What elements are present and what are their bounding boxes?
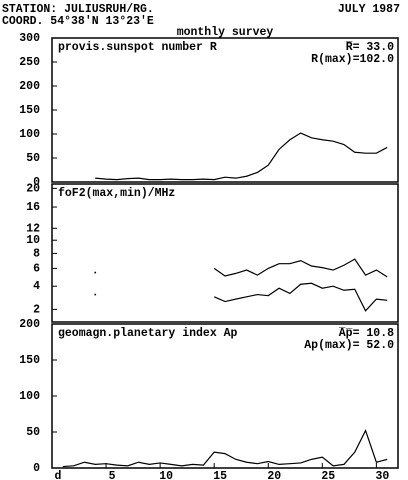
- y-tick-label: 8: [33, 247, 40, 260]
- y-tick-label: 300: [19, 32, 40, 45]
- y-tick-label: 200: [19, 80, 40, 93]
- coord: COORD. 54°38'N 13°23'E: [2, 15, 154, 28]
- panel-title: provis.sunspot number R: [58, 41, 217, 54]
- y-tick-label: 6: [33, 262, 40, 275]
- y-tick-label: 4: [33, 280, 40, 293]
- point: [94, 271, 97, 274]
- x-tick-label: 10: [159, 470, 173, 480]
- y-tick-label: 0: [33, 462, 40, 475]
- y-tick-label: 200: [19, 318, 40, 331]
- y-tick-label: 50: [26, 152, 40, 165]
- y-tick-label: 12: [26, 222, 40, 235]
- annotation: A̅p̅= 10.8: [338, 327, 394, 340]
- y-tick-label: 100: [19, 128, 40, 141]
- annotation: R̅= 33.0: [345, 41, 394, 54]
- y-tick-label: 0: [33, 176, 40, 189]
- line: [95, 132, 388, 181]
- x-tick-label: 25: [321, 470, 335, 480]
- x-tick-label: 20: [267, 470, 281, 480]
- point: [94, 293, 97, 296]
- x-tick-label: d: [55, 470, 62, 480]
- panel-title: geomagn.planetary index Ap: [58, 327, 238, 340]
- y-tick-label: 250: [19, 56, 40, 69]
- panel-title: foF2(max,min)/MHz: [58, 187, 175, 200]
- subtitle: monthly survey: [177, 26, 274, 39]
- x-tick-label: 30: [375, 470, 389, 480]
- line: [62, 429, 388, 468]
- y-tick-label: 10: [26, 234, 40, 247]
- x-tick-label: 5: [109, 470, 116, 480]
- y-tick-label: 20: [26, 182, 40, 195]
- annotation: R(max)=102.0: [311, 53, 394, 66]
- x-tick-label: 15: [213, 470, 227, 480]
- y-tick-label: 150: [19, 354, 40, 367]
- y-tick-label: 2: [33, 303, 40, 316]
- station: STATION: JULIUSRUH/RG.: [2, 3, 154, 16]
- line: [213, 258, 388, 278]
- y-tick-label: 100: [19, 390, 40, 403]
- line: [213, 282, 388, 312]
- annotation: Ap(max)= 52.0: [304, 339, 394, 352]
- date: JULY 1987: [338, 3, 400, 16]
- y-tick-label: 16: [26, 201, 40, 214]
- y-tick-label: 50: [26, 426, 40, 439]
- y-tick-label: 150: [19, 104, 40, 117]
